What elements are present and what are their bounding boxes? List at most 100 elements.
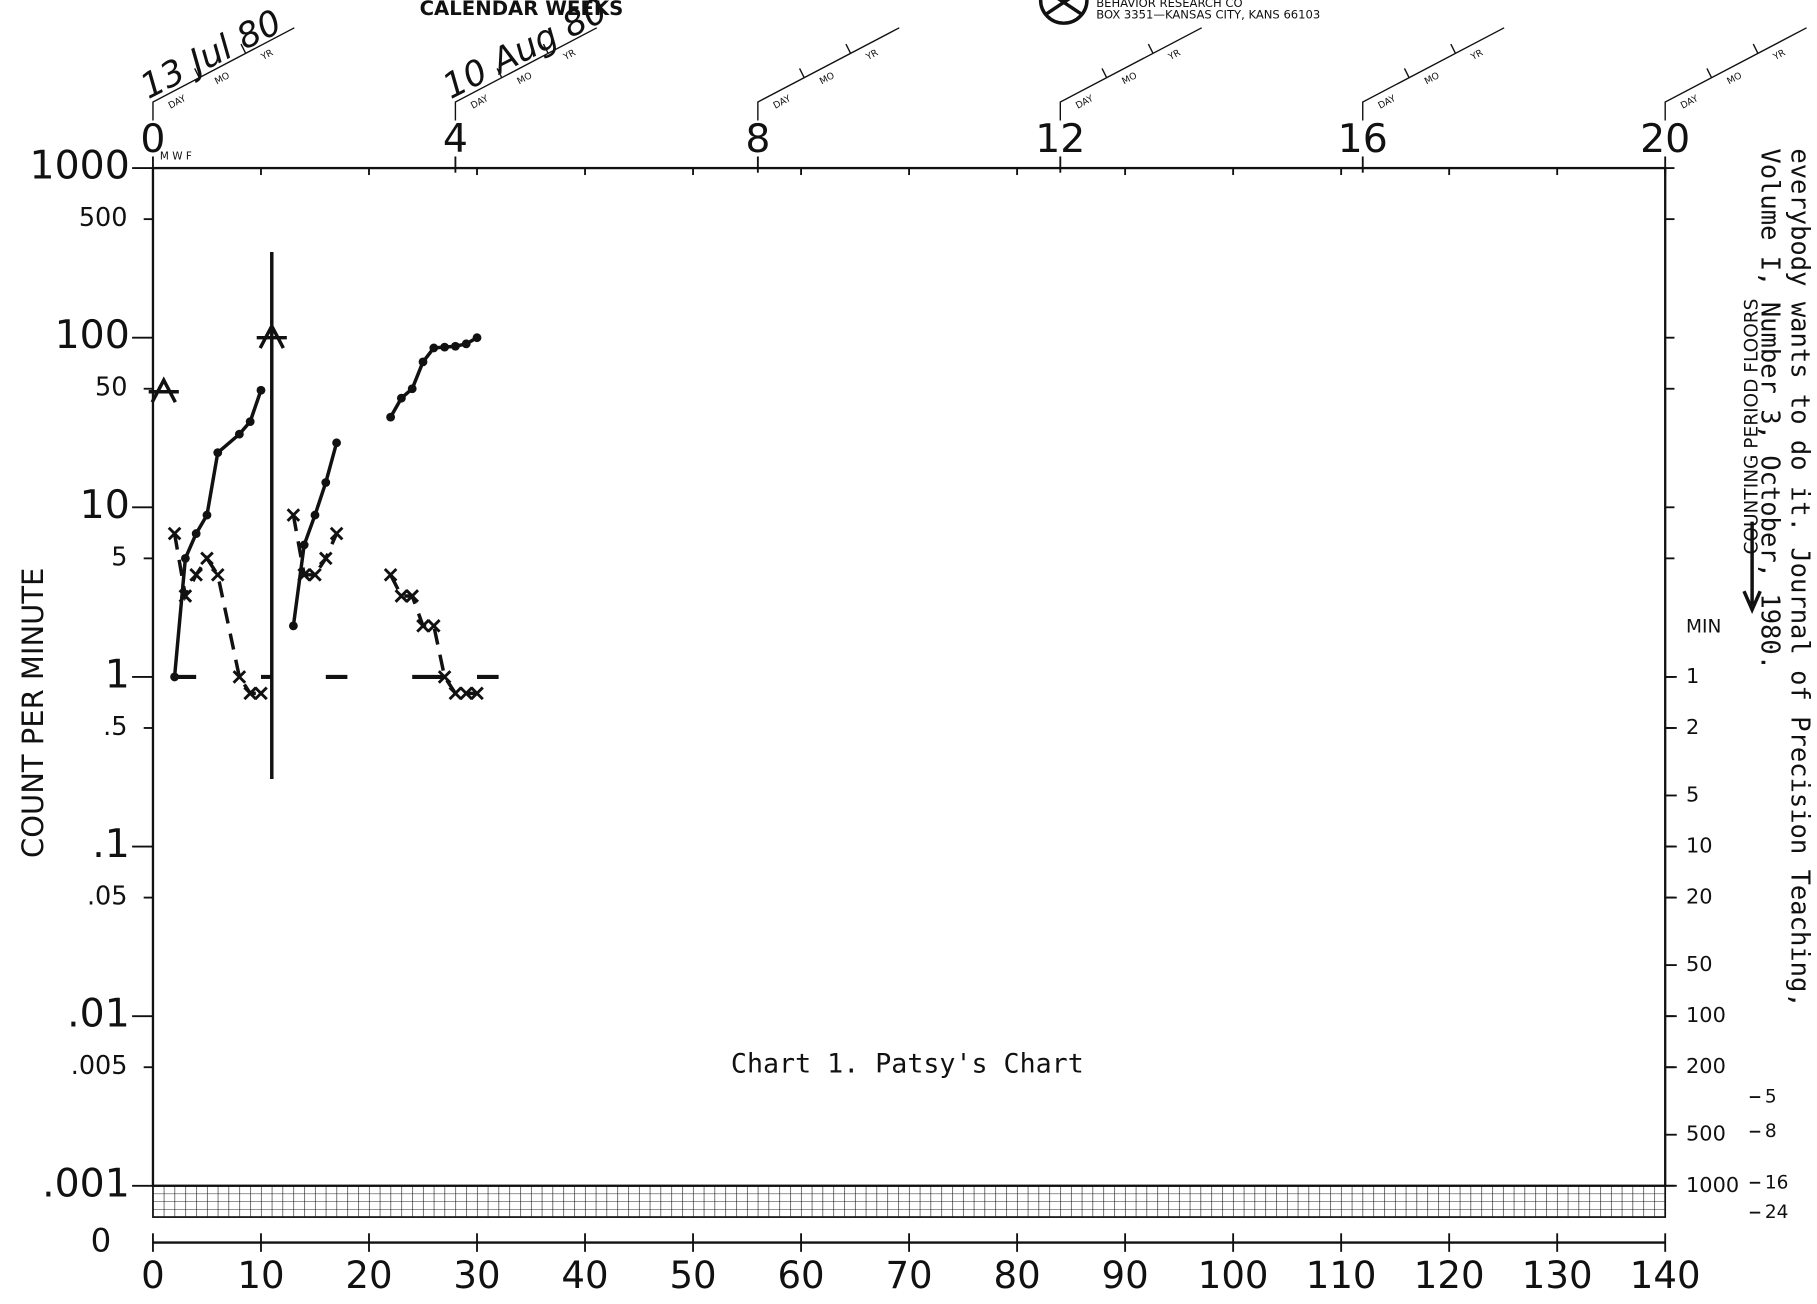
zero-label: 0 (91, 1222, 112, 1260)
top-tick-label: 4 (443, 116, 468, 162)
x-tick-label: 140 (1630, 1254, 1701, 1297)
y-axis-label: COUNT PER MINUTE (16, 568, 50, 858)
top-tick-label: 20 (1640, 116, 1690, 162)
data-point (200, 551, 214, 566)
data-point (383, 567, 398, 582)
data-point (416, 619, 430, 633)
hour-tick-label: 8 (1765, 1121, 1777, 1142)
top-tick-label: 0 (140, 116, 165, 162)
x-tick-label: 110 (1306, 1254, 1377, 1297)
series-line (172, 514, 478, 696)
x-tick-label: 90 (1102, 1254, 1149, 1297)
floor-tick-label: 500 (1686, 1122, 1726, 1146)
y-tick-label: 10 (80, 482, 130, 528)
y-tick-label: .05 (87, 882, 128, 912)
top-tick-label: 8 (745, 116, 770, 162)
y-tick-label: 1000 (30, 143, 130, 189)
chart-title: Chart 1. Patsy's Chart (731, 1049, 1084, 1080)
data-point (407, 384, 417, 394)
data-point (405, 589, 420, 603)
floor-band (152, 1184, 1667, 1218)
date-scale (1059, 27, 1202, 121)
data-point (321, 478, 331, 487)
data-point (459, 686, 474, 701)
data-point (451, 341, 460, 351)
data-point (180, 553, 190, 563)
date-field: YR (863, 47, 880, 63)
x-tick-label: 130 (1522, 1254, 1593, 1297)
y-tick-label: .001 (42, 1160, 130, 1206)
date-field: MO (1423, 70, 1442, 87)
logo (1038, 0, 1089, 25)
data-point (254, 686, 268, 701)
data-point (245, 417, 255, 427)
floor-tick-label: 10 (1686, 834, 1713, 858)
data-point (178, 589, 193, 603)
data-point (202, 510, 212, 520)
data-point (448, 686, 463, 701)
data-point (286, 508, 301, 522)
data-point (429, 343, 439, 353)
data-point (210, 567, 225, 582)
data-point (329, 526, 344, 541)
data-point (308, 567, 322, 582)
data-point (297, 567, 312, 582)
data-point (461, 339, 471, 349)
data-point (288, 621, 298, 631)
y2-unit: MIN (1686, 617, 1721, 638)
x-tick-label: 40 (561, 1254, 608, 1297)
date-scale (757, 27, 900, 121)
top-tick-label: 16 (1338, 116, 1388, 162)
header: CALENDAR WEEKS (420, 0, 624, 20)
x-tick-label: 120 (1414, 1254, 1485, 1297)
data-point (243, 686, 257, 701)
y-tick-label: 100 (55, 312, 130, 358)
floor-tick-label: 100 (1686, 1003, 1726, 1027)
floor-arrow (1742, 521, 1762, 615)
date-scale (1664, 27, 1807, 121)
data-point (189, 567, 203, 582)
data-point (318, 551, 333, 566)
y-tick-label: 500 (79, 203, 128, 233)
x-tick-label: 100 (1198, 1254, 1269, 1297)
data-point (470, 686, 484, 701)
data-point (426, 619, 441, 633)
y-tick-label: .1 (92, 821, 130, 867)
data-point (310, 510, 320, 520)
data-point (299, 540, 309, 550)
citation: everybody wants to do it. Journal of Pre… (1784, 148, 1814, 1007)
date-scale (454, 27, 598, 121)
floor-tick-label: 2 (1686, 715, 1699, 739)
plot-frame (151, 166, 1667, 1187)
x-tick-label: 70 (885, 1254, 932, 1297)
date-field: YR (1468, 47, 1485, 63)
hour-tick-label: 16 (1765, 1172, 1789, 1193)
x-tick-label: 20 (345, 1254, 392, 1297)
data-point (394, 589, 409, 603)
x-tick-label: 0 (141, 1254, 165, 1297)
floor-tick-label: 50 (1686, 952, 1713, 976)
date-field: MO (1120, 70, 1139, 87)
y-tick-label: .5 (103, 712, 127, 742)
x-tick-label: 30 (453, 1254, 500, 1297)
date-field: YR (1166, 47, 1183, 63)
floor-tick-label: 200 (1686, 1054, 1726, 1078)
data-point (191, 529, 201, 538)
floor-tick-label: 20 (1686, 885, 1713, 909)
hour-tick-label: 24 (1765, 1202, 1789, 1223)
date-field: DAY (771, 93, 793, 111)
date-scale (1362, 27, 1505, 121)
data-point (472, 333, 482, 343)
hour-tick-label: 5 (1765, 1087, 1777, 1108)
date-scale (152, 27, 295, 121)
date-field: DAY (1679, 93, 1701, 111)
weekday-labels: M W F (160, 150, 192, 162)
y-tick-label: .01 (67, 991, 130, 1037)
floor-tick-label: 1 (1686, 664, 1699, 688)
y-tick-label: 1 (105, 651, 130, 697)
x-tick-label: 60 (777, 1254, 824, 1297)
data-point (167, 526, 182, 541)
data-point (170, 672, 179, 682)
data-point (234, 429, 244, 439)
